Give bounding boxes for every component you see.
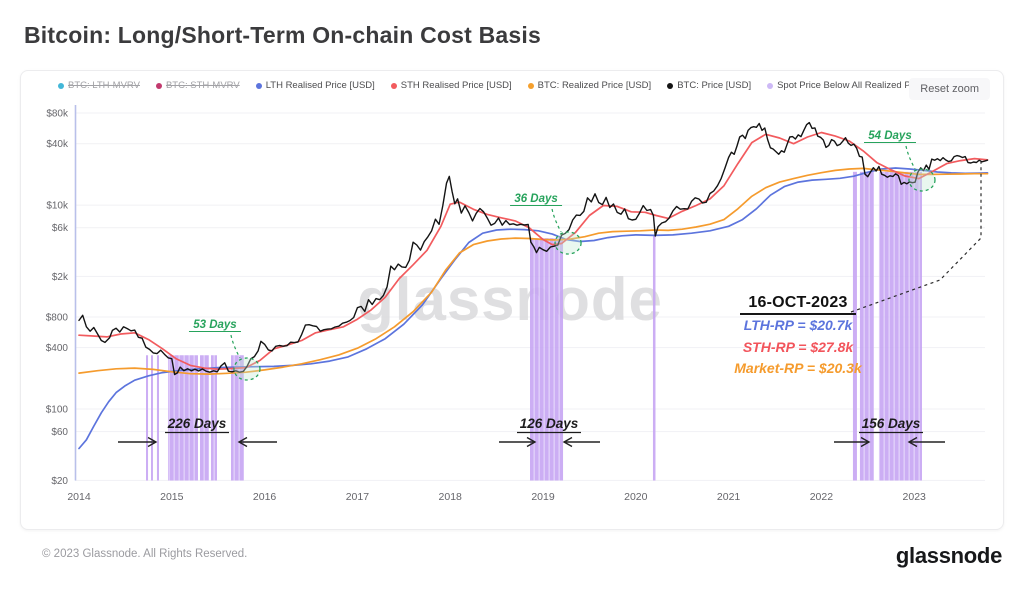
legend-marker-icon <box>667 82 674 89</box>
copyright-text: © 2023 Glassnode. All Rights Reserved. <box>42 548 248 560</box>
legend-marker-icon <box>58 82 64 89</box>
reset-zoom-button[interactable]: Reset zoom <box>909 78 990 100</box>
chart-legend: BTC: LTH-MVRV BTC: STH-MVRV LTH Realised P… <box>58 80 987 91</box>
legend-item-btc-sth-mvrv[interactable]: BTC: STH-MVRV <box>155 80 240 91</box>
legend-marker-icon <box>767 82 774 89</box>
legend-item-btc-realized-price-usd[interactable]: BTC: Realized Price [USD] <box>527 80 652 91</box>
legend-item-lth-realised-price-usd[interactable]: LTH Realised Price [USD] <box>255 80 375 91</box>
legend-item-label: Spot Price Below All Realized Price Mode… <box>777 80 988 91</box>
callout-date: 16-OCT-2023 <box>740 294 856 315</box>
legend-item-sth-realised-price-usd[interactable]: STH Realised Price [USD] <box>390 80 512 91</box>
callout-lth-rp: LTH-RP = $20.7k <box>743 317 853 333</box>
page-title: Bitcoin: Long/Short-Term On-chain Cost B… <box>24 22 541 48</box>
legend-item-btc-price-usd[interactable]: BTC: Price [USD] <box>667 80 751 91</box>
glassnode-logo: glassnode <box>895 543 1002 568</box>
legend-item-label: LTH Realised Price [USD] <box>265 80 375 91</box>
legend-marker-icon <box>390 82 397 89</box>
legend-marker-icon <box>255 82 262 89</box>
legend-item-label: BTC: LTH-MVRV <box>68 80 140 91</box>
legend-item-label: STH Realised Price [USD] <box>400 80 512 91</box>
legend-marker-icon <box>155 82 162 89</box>
legend-marker-icon <box>527 82 534 89</box>
legend-item-btc-lth-mvrv[interactable]: BTC: LTH-MVRV <box>58 80 140 91</box>
legend-item-label: BTC: Realized Price [USD] <box>537 80 652 91</box>
date-callout: 16-OCT-2023 LTH-RP = $20.7k STH-RP = $27… <box>727 294 869 380</box>
callout-market-rp: Market-RP = $20.3k <box>734 360 862 376</box>
legend-item-spot-price-below-all-realized-price-models-usd[interactable]: Spot Price Below All Realized Price Mode… <box>767 80 987 91</box>
legend-item-label: BTC: STH-MVRV <box>165 80 240 91</box>
legend-item-label: BTC: Price [USD] <box>677 80 752 91</box>
callout-sth-rp: STH-RP = $27.8k <box>742 338 854 355</box>
